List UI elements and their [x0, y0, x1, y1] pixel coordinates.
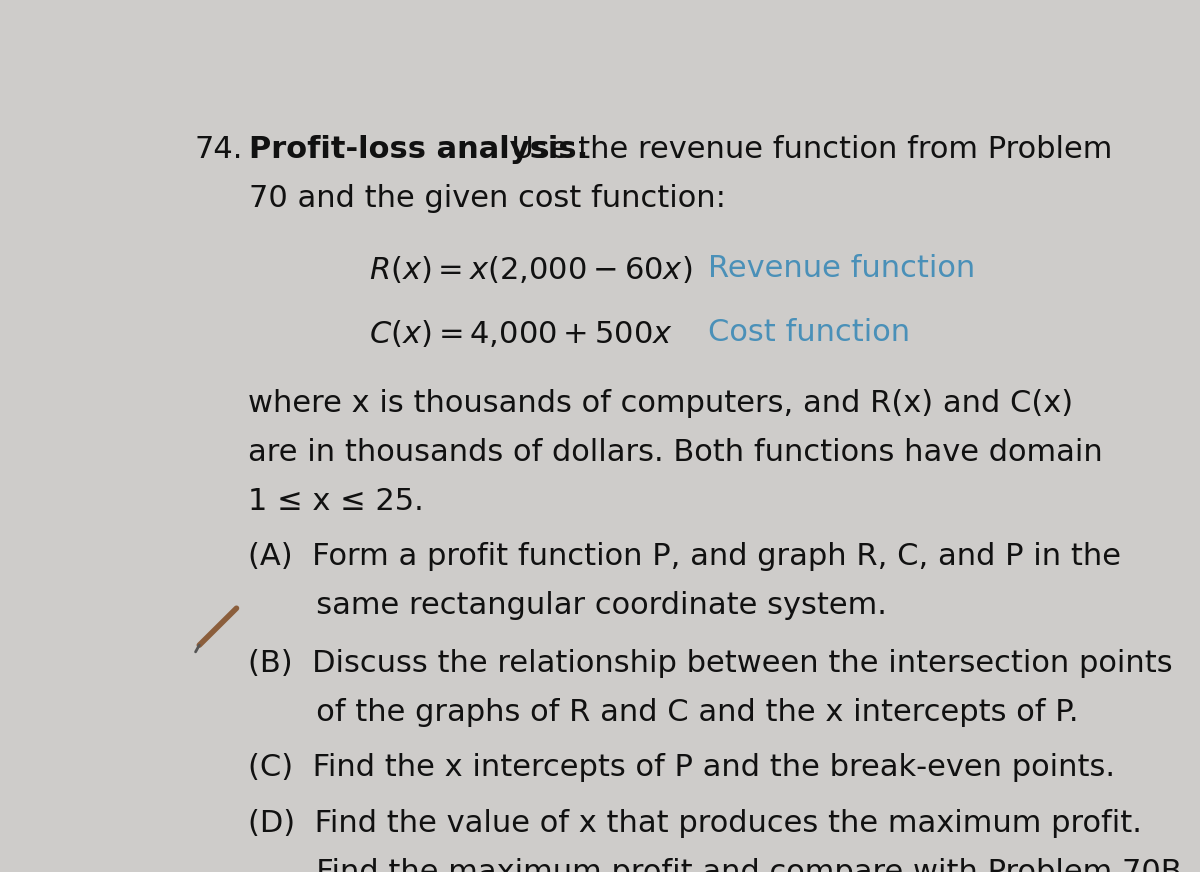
Text: 74.: 74.: [194, 135, 244, 164]
Text: $C(x) = 4{,}000 + 500x$: $C(x) = 4{,}000 + 500x$: [368, 318, 672, 349]
Text: Cost function: Cost function: [708, 318, 910, 347]
Text: (B)  Discuss the relationship between the intersection points: (B) Discuss the relationship between the…: [247, 649, 1172, 678]
Text: (D)  Find the value of x that produces the maximum profit.: (D) Find the value of x that produces th…: [247, 809, 1141, 838]
Text: Use the revenue function from Problem: Use the revenue function from Problem: [492, 135, 1112, 164]
Text: (A)  Form a profit function P, and graph R, C, and P in the: (A) Form a profit function P, and graph …: [247, 542, 1121, 571]
Text: Profit-loss analysis.: Profit-loss analysis.: [248, 135, 588, 164]
Text: 1 ≤ x ≤ 25.: 1 ≤ x ≤ 25.: [247, 487, 424, 515]
Text: Find the maximum profit and compare with Problem 70B.: Find the maximum profit and compare with…: [247, 858, 1190, 872]
Text: are in thousands of dollars. Both functions have domain: are in thousands of dollars. Both functi…: [247, 438, 1103, 467]
Text: of the graphs of R and C and the x intercepts of P.: of the graphs of R and C and the x inter…: [247, 698, 1078, 726]
Text: where x is thousands of computers, and R(x) and C(x): where x is thousands of computers, and R…: [247, 389, 1073, 418]
Text: Revenue function: Revenue function: [708, 255, 976, 283]
Text: $R(x) = x(2{,}000 - 60x)$: $R(x) = x(2{,}000 - 60x)$: [368, 255, 692, 285]
Text: 70 and the given cost function:: 70 and the given cost function:: [248, 184, 726, 213]
Text: (C)  Find the x intercepts of P and the break-even points.: (C) Find the x intercepts of P and the b…: [247, 753, 1115, 782]
Text: same rectangular coordinate system.: same rectangular coordinate system.: [247, 591, 887, 621]
